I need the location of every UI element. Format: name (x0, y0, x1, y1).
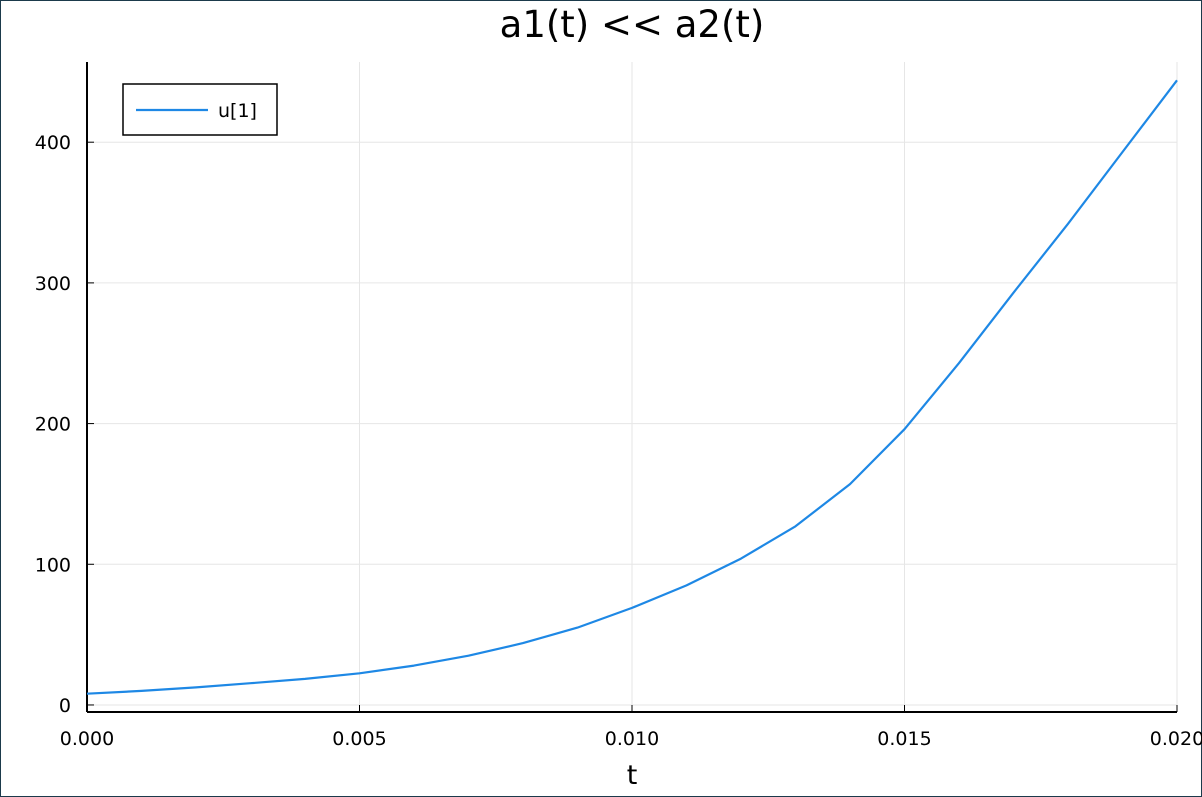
series-line-0 (86, 79, 1178, 695)
x-tick-label: 0.005 (332, 728, 386, 750)
y-tick-label: 400 (35, 132, 71, 154)
legend: u[1] (122, 83, 278, 136)
x-tick-label: 0.020 (1150, 728, 1202, 750)
y-tick-label: 300 (35, 273, 71, 295)
tick-labels: 0.000 0.005 0.010 0.015 0.020 0 100 200 300 400 (35, 132, 1202, 750)
x-axis-title: t (627, 760, 638, 791)
axes (86, 62, 1178, 713)
x-tick-label: 0.015 (877, 728, 931, 750)
chart-title: a1(t) << a2(t) (500, 3, 765, 46)
legend-label-u1: u[1] (218, 100, 257, 122)
y-tick-label: 200 (35, 414, 71, 436)
y-tick-label: 0 (59, 695, 71, 717)
x-tick-label: 0.000 (60, 728, 114, 750)
grid (86, 62, 1178, 712)
y-tick-label: 100 (35, 554, 71, 576)
series (86, 79, 1178, 695)
x-tick-label: 0.010 (605, 728, 659, 750)
